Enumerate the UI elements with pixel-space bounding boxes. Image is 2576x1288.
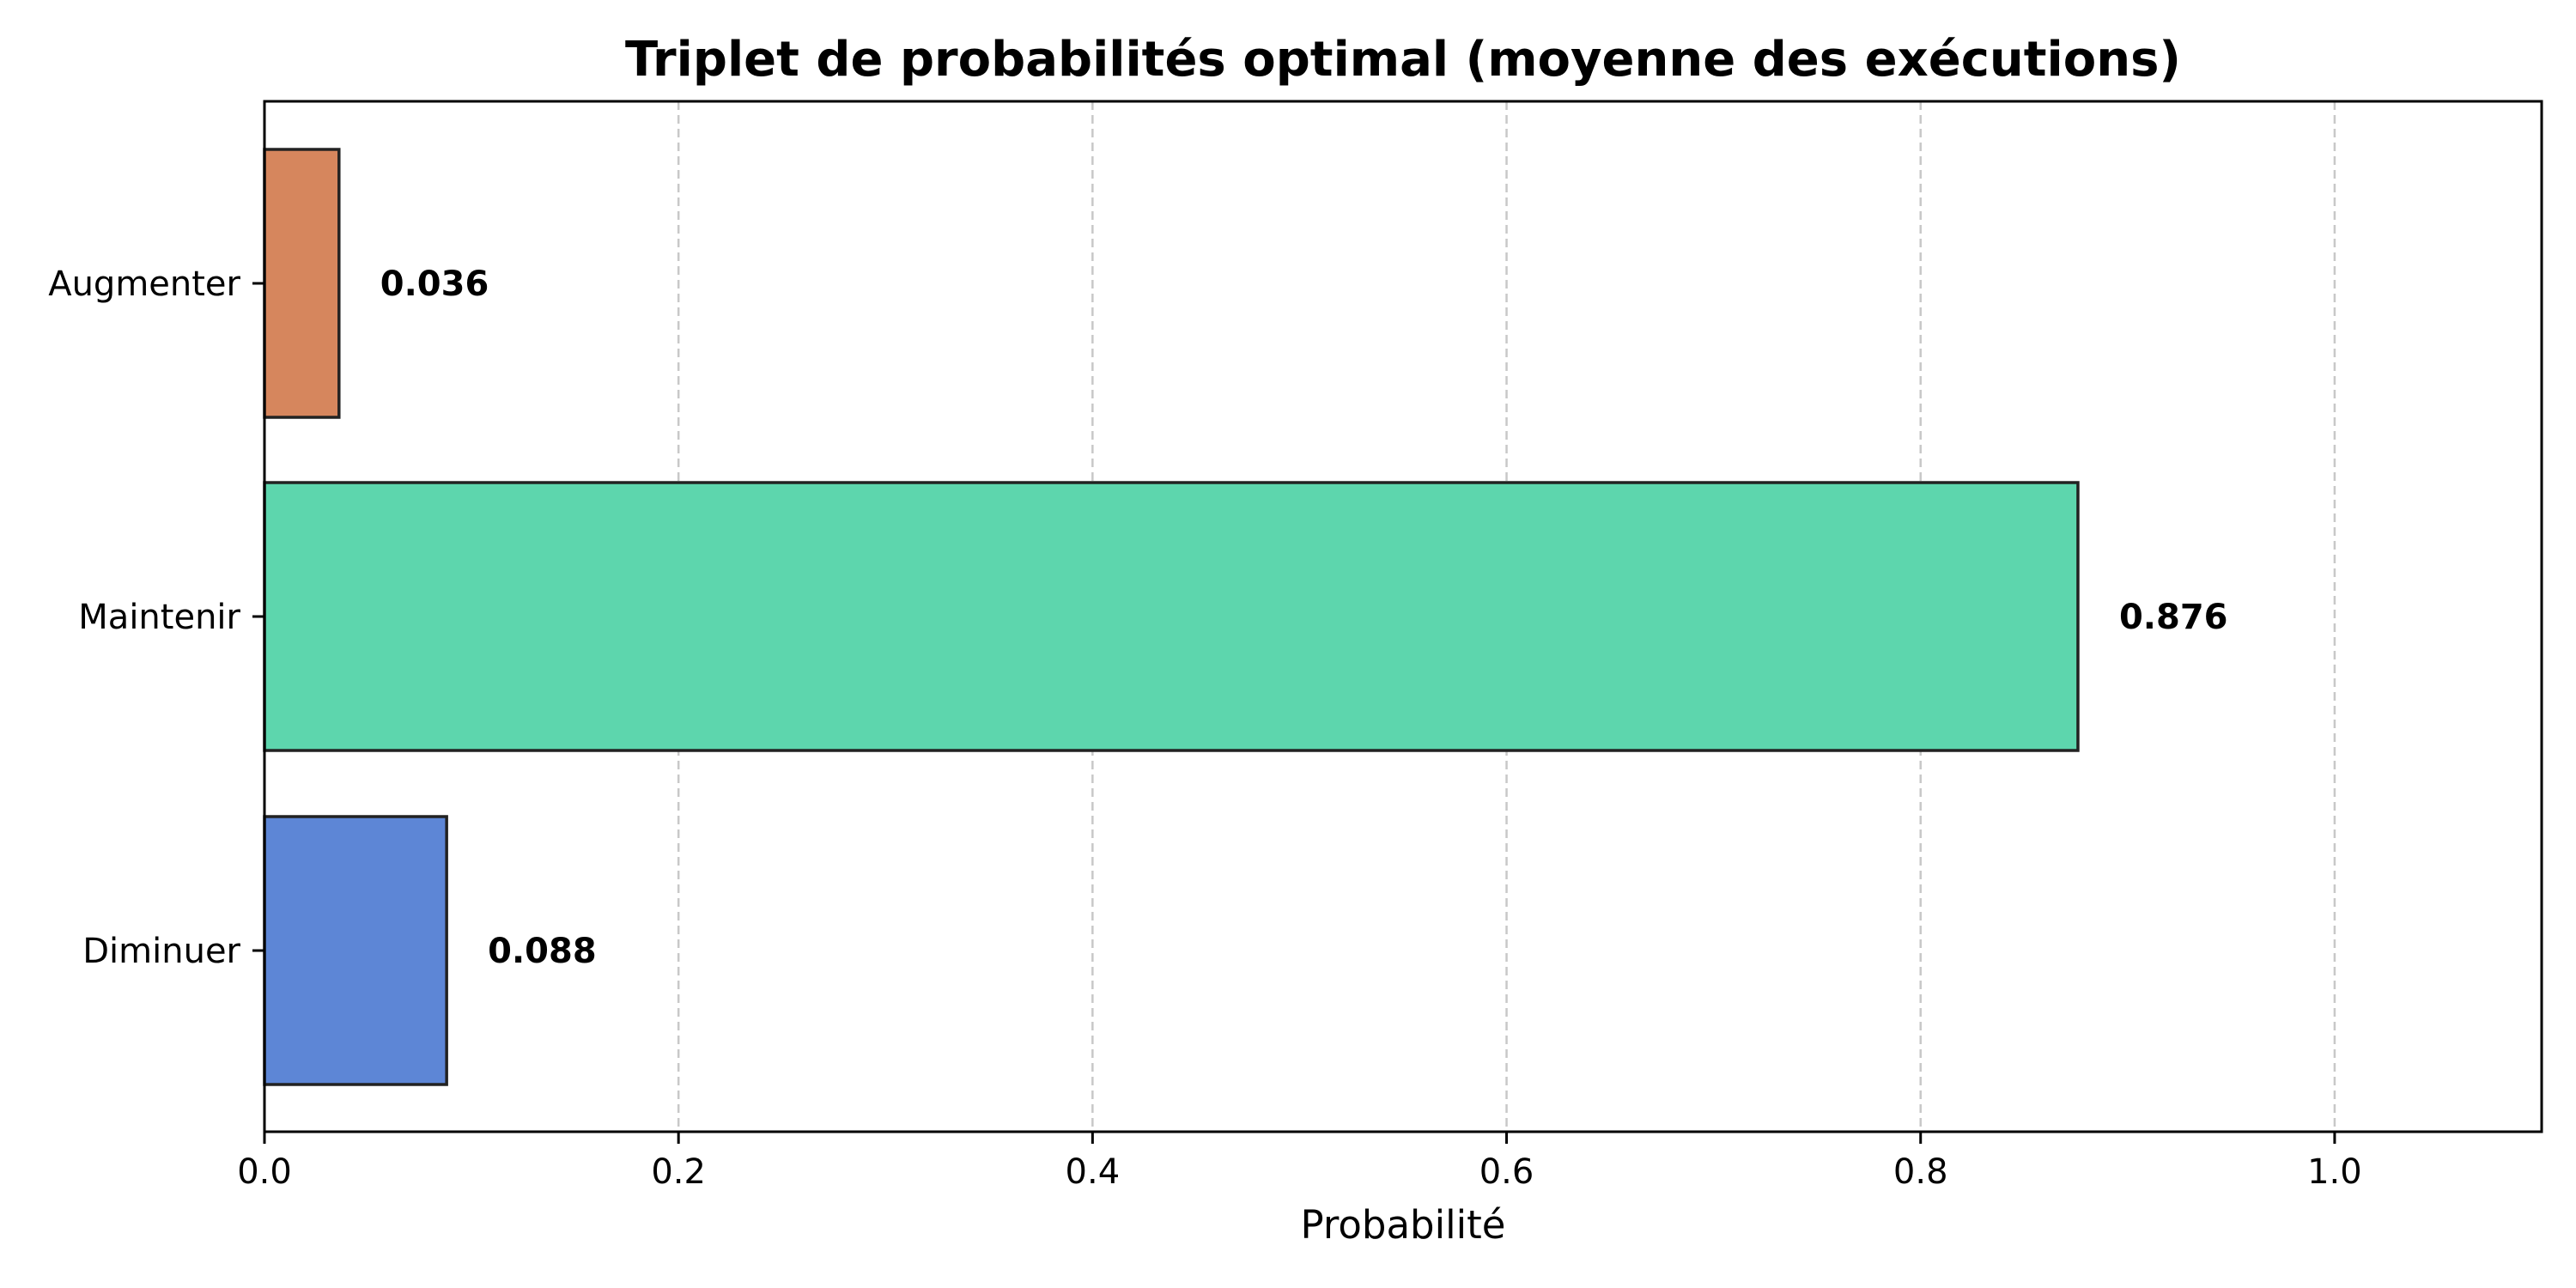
- value-label-diminuer: 0.088: [488, 932, 597, 971]
- value-label-augmenter: 0.036: [380, 264, 489, 304]
- plot-frame: [263, 100, 2543, 1133]
- x-axis-ticks: 0.0 0.2 0.4 0.6 0.8 1.0: [237, 1132, 2362, 1192]
- y-tick-label-maintenir: Maintenir: [78, 598, 240, 637]
- y-tick-label-diminuer: Diminuer: [82, 932, 240, 971]
- bar-augmenter: [263, 148, 341, 419]
- chart-title: Triplet de probabilités optimal (moyenne…: [625, 32, 2181, 88]
- bar-maintenir: [263, 481, 2080, 752]
- value-label-maintenir: 0.876: [2119, 598, 2228, 637]
- x-tick-label: 0.4: [1066, 1152, 1121, 1192]
- bar-diminuer: [263, 815, 448, 1086]
- x-tick-label: 0.6: [1479, 1152, 1534, 1192]
- value-labels: 0.036 0.876 0.088: [380, 264, 2228, 971]
- x-axis-label: Probabilité: [1301, 1202, 1506, 1248]
- x-tick-label: 0.8: [1893, 1152, 1948, 1192]
- x-tick-label: 0.2: [651, 1152, 706, 1192]
- y-tick-label-augmenter: Augmenter: [48, 264, 240, 304]
- x-tick-label: 0.0: [237, 1152, 292, 1192]
- x-tick-label: 1.0: [2307, 1152, 2362, 1192]
- y-axis-ticks: Augmenter Maintenir Diminuer: [48, 264, 264, 971]
